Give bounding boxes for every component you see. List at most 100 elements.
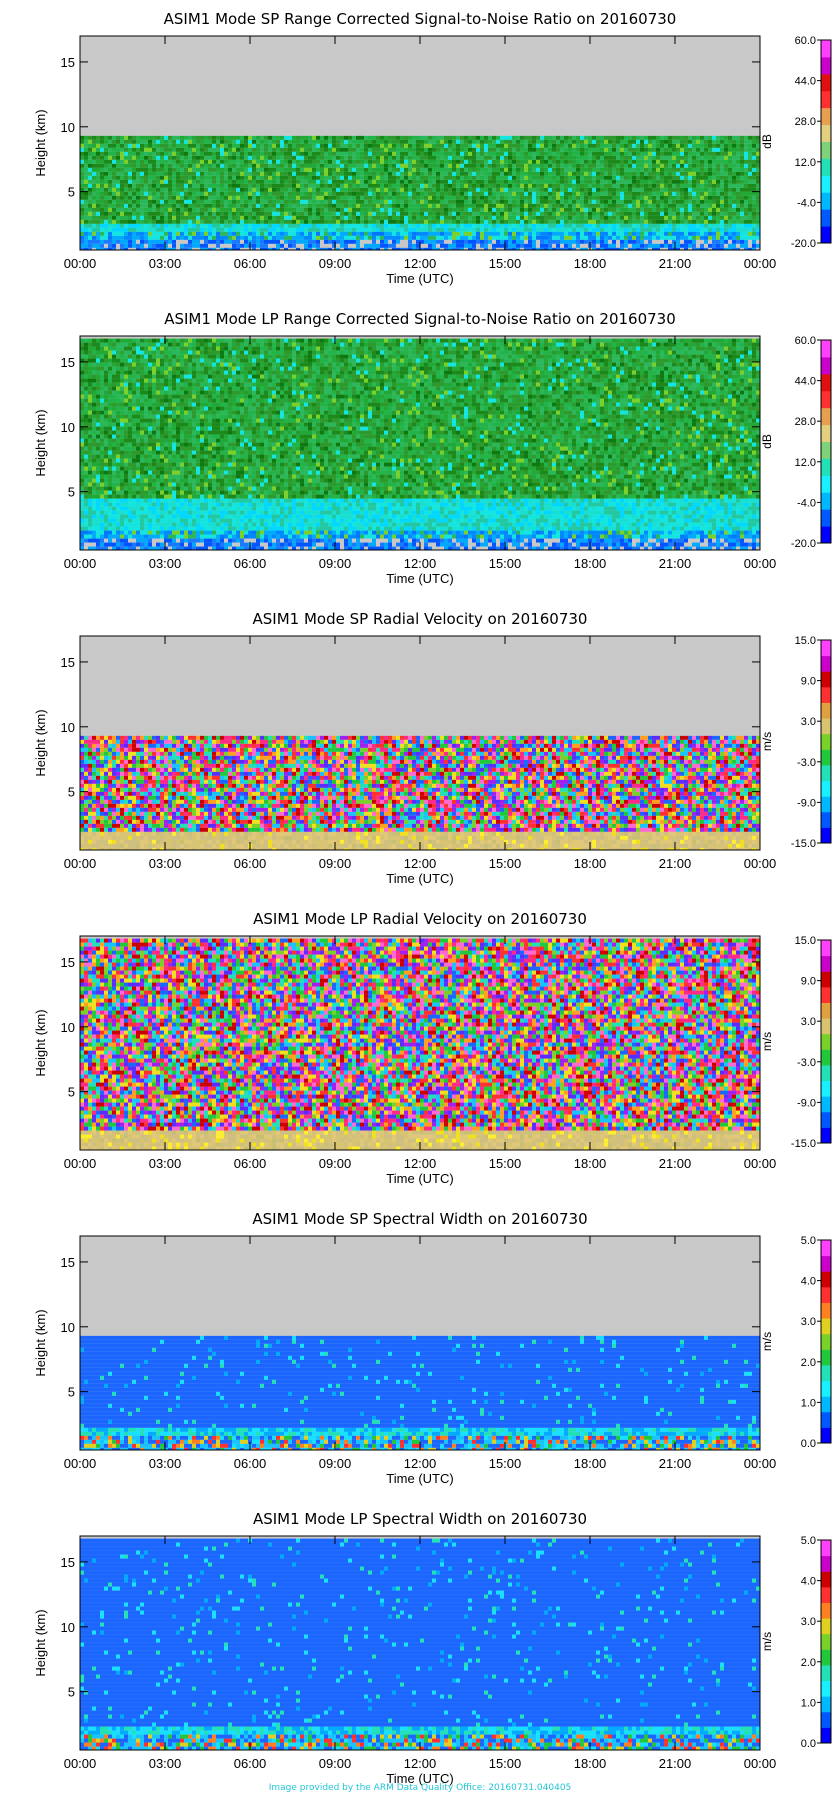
colorbar-segment bbox=[821, 1633, 831, 1650]
colorbar-segment bbox=[821, 1064, 831, 1082]
colorbar-segment bbox=[821, 1696, 831, 1713]
y-tick-label: 10 bbox=[61, 720, 75, 735]
x-tick-label: 12:00 bbox=[404, 256, 437, 271]
colorbar-tick-label: 28.0 bbox=[795, 416, 816, 428]
colorbar-unit-label: dB bbox=[760, 434, 774, 449]
colorbar-segment bbox=[821, 141, 831, 159]
chart-svg: ASIM1 Mode SP Radial Velocity on 2016073… bbox=[33, 610, 832, 886]
x-tick-label: 18:00 bbox=[574, 1156, 607, 1171]
x-tick-label: 06:00 bbox=[234, 256, 267, 271]
colorbar-unit-label: m/s bbox=[760, 1632, 774, 1651]
chart-panel: ASIM1 Mode LP Range Corrected Signal-to-… bbox=[0, 300, 840, 600]
x-tick-label: 06:00 bbox=[234, 1456, 267, 1471]
x-tick-label: 21:00 bbox=[659, 1456, 692, 1471]
y-tick-label: 10 bbox=[61, 1620, 75, 1635]
colorbar-tick-label: 0.0 bbox=[801, 1738, 816, 1750]
chart-title: ASIM1 Mode SP Spectral Width on 20160730 bbox=[252, 1210, 587, 1228]
x-tick-label: 15:00 bbox=[489, 256, 522, 271]
colorbar-frame bbox=[820, 339, 832, 544]
colorbar-segment bbox=[821, 1602, 831, 1619]
x-axis-label: Time (UTC) bbox=[386, 1771, 453, 1786]
colorbar-segment bbox=[821, 702, 831, 719]
x-tick-label: 15:00 bbox=[489, 556, 522, 571]
x-tick-label: 03:00 bbox=[149, 1756, 182, 1771]
x-axis-label: Time (UTC) bbox=[386, 1171, 453, 1186]
colorbar-tick-label: 5.0 bbox=[801, 1535, 816, 1547]
colorbar-segment bbox=[821, 90, 831, 109]
x-tick-label: 09:00 bbox=[319, 556, 352, 571]
colorbar-segment bbox=[821, 1396, 831, 1413]
x-tick-label: 09:00 bbox=[319, 256, 352, 271]
x-tick-label: 12:00 bbox=[404, 1756, 437, 1771]
colorbar-segment bbox=[821, 1127, 831, 1144]
colorbar-segment bbox=[821, 986, 831, 1003]
y-tick-label: 10 bbox=[61, 1320, 75, 1335]
colorbar-tick-label: 3.0 bbox=[801, 1616, 816, 1628]
x-tick-label: 00:00 bbox=[64, 1156, 97, 1171]
x-tick-label: 00:00 bbox=[744, 256, 777, 271]
colorbar-segment bbox=[821, 1333, 831, 1350]
colorbar-segment bbox=[821, 158, 831, 176]
colorbar-segment bbox=[821, 955, 831, 972]
x-tick-label: 18:00 bbox=[574, 256, 607, 271]
x-tick-label: 18:00 bbox=[574, 856, 607, 871]
colorbar-segment bbox=[821, 175, 831, 193]
colorbar-segment bbox=[821, 811, 831, 828]
colorbar-tick-label: -20.0 bbox=[791, 538, 816, 550]
colorbar-tick-label: 4.0 bbox=[801, 1276, 816, 1288]
x-tick-label: 00:00 bbox=[64, 1456, 97, 1471]
heatmap-field bbox=[80, 135, 760, 250]
colorbar-segment bbox=[821, 509, 831, 527]
colorbar-frame bbox=[820, 1239, 832, 1444]
colorbar-segment bbox=[821, 192, 831, 210]
chart-panel: ASIM1 Mode LP Radial Velocity on 2016073… bbox=[0, 900, 840, 1200]
colorbar-segment bbox=[821, 1680, 831, 1697]
colorbar-segment bbox=[821, 1240, 831, 1257]
chart-svg: ASIM1 Mode LP Spectral Width on 20160730… bbox=[33, 1510, 832, 1786]
x-tick-label: 09:00 bbox=[319, 1456, 352, 1471]
x-tick-label: 09:00 bbox=[319, 856, 352, 871]
colorbar-segment bbox=[821, 718, 831, 735]
colorbar-unit-label: m/s bbox=[760, 1332, 774, 1351]
colorbar-segment bbox=[821, 1586, 831, 1603]
y-tick-label: 15 bbox=[61, 55, 75, 70]
colorbar-segment bbox=[821, 56, 831, 75]
colorbar-tick-label: 12.0 bbox=[795, 457, 816, 469]
x-tick-label: 15:00 bbox=[489, 1756, 522, 1771]
chart-title: ASIM1 Mode LP Spectral Width on 20160730 bbox=[253, 1510, 587, 1528]
colorbar-segment bbox=[821, 655, 831, 672]
colorbar-segment bbox=[821, 492, 831, 510]
colorbar-frame bbox=[820, 939, 832, 1144]
chart-title: ASIM1 Mode SP Radial Velocity on 2016073… bbox=[253, 610, 588, 628]
colorbar-segment bbox=[821, 827, 831, 844]
colorbar-segment bbox=[821, 1540, 831, 1557]
x-tick-label: 21:00 bbox=[659, 1756, 692, 1771]
colorbar-segment bbox=[821, 1349, 831, 1366]
colorbar-tick-label: -3.0 bbox=[797, 1057, 816, 1069]
x-tick-label: 00:00 bbox=[744, 1756, 777, 1771]
y-axis-label: Height (km) bbox=[33, 1009, 48, 1076]
colorbar-tick-label: 5.0 bbox=[801, 1235, 816, 1247]
colorbar-tick-label: -20.0 bbox=[791, 238, 816, 250]
y-tick-label: 5 bbox=[68, 1385, 75, 1400]
colorbar-segment bbox=[821, 671, 831, 688]
colorbar-segment bbox=[821, 1427, 831, 1444]
colorbar-segment bbox=[821, 1111, 831, 1128]
colorbar-segment bbox=[821, 226, 831, 244]
colorbar-tick-label: 0.0 bbox=[801, 1438, 816, 1450]
y-axis-label: Height (km) bbox=[33, 1309, 48, 1376]
chart-panel: ASIM1 Mode SP Spectral Width on 20160730… bbox=[0, 1200, 840, 1500]
y-tick-label: 5 bbox=[68, 1685, 75, 1700]
x-tick-label: 03:00 bbox=[149, 556, 182, 571]
x-axis-label: Time (UTC) bbox=[386, 571, 453, 586]
colorbar-segment bbox=[821, 356, 831, 375]
x-axis-label: Time (UTC) bbox=[386, 271, 453, 286]
colorbar-segment bbox=[821, 1080, 831, 1097]
x-tick-label: 03:00 bbox=[149, 856, 182, 871]
colorbar: 60.0 44.0 28.0 12.0 -4.0 -20.0 dB bbox=[760, 335, 832, 550]
x-tick-label: 09:00 bbox=[319, 1156, 352, 1171]
x-tick-label: 21:00 bbox=[659, 1156, 692, 1171]
chart-svg: ASIM1 Mode SP Spectral Width on 20160730… bbox=[33, 1210, 832, 1486]
x-tick-label: 15:00 bbox=[489, 856, 522, 871]
x-tick-label: 00:00 bbox=[744, 1156, 777, 1171]
